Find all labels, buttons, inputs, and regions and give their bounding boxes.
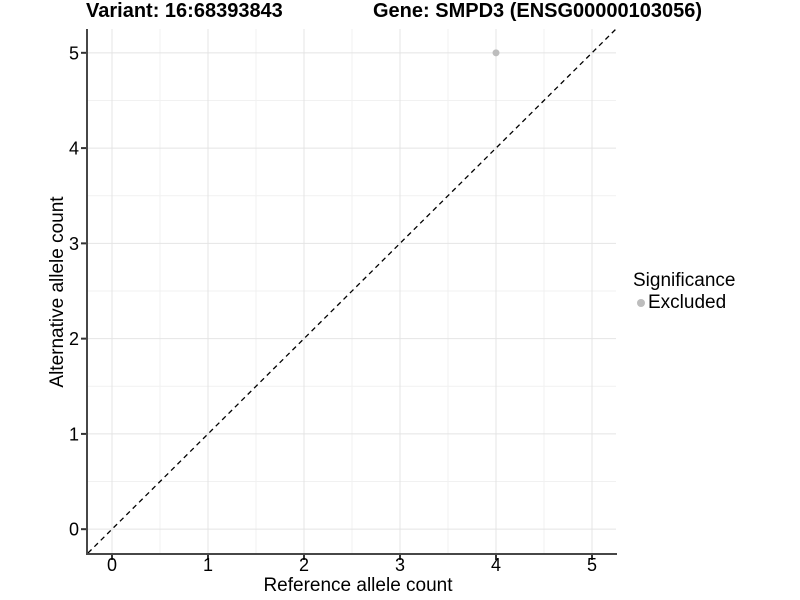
legend-key [633, 298, 648, 307]
y-tick-label: 3 [69, 234, 79, 254]
variant-title: Variant: 16:68393843 [86, 0, 283, 22]
legend-title: Significance [633, 270, 736, 291]
x-tick-label: 5 [587, 555, 597, 575]
x-tick-label: 2 [299, 555, 309, 575]
y-tick-label: 1 [69, 424, 79, 444]
y-axis-title: Alternative allele count [47, 196, 68, 388]
legend: Significance Excluded [633, 270, 735, 313]
legend-item: Excluded [633, 292, 735, 313]
x-tick-label: 3 [395, 555, 405, 575]
y-tick-label: 5 [69, 43, 79, 63]
legend-items: Excluded [633, 292, 735, 313]
x-tick-label: 1 [203, 555, 213, 575]
data-point [492, 49, 500, 57]
x-tick-label: 0 [107, 555, 117, 575]
y-tick-label: 2 [69, 329, 79, 349]
gene-title: Gene: SMPD3 (ENSG00000103056) [373, 0, 703, 22]
y-tick-label: 0 [69, 520, 79, 540]
x-tick-label: 4 [491, 555, 501, 575]
identity-reference-line [87, 28, 617, 554]
x-axis-title: Reference allele count [263, 575, 453, 596]
legend-point-swatch [636, 298, 645, 307]
legend-item-label: Excluded [648, 291, 727, 313]
y-tick-label: 4 [69, 139, 79, 159]
